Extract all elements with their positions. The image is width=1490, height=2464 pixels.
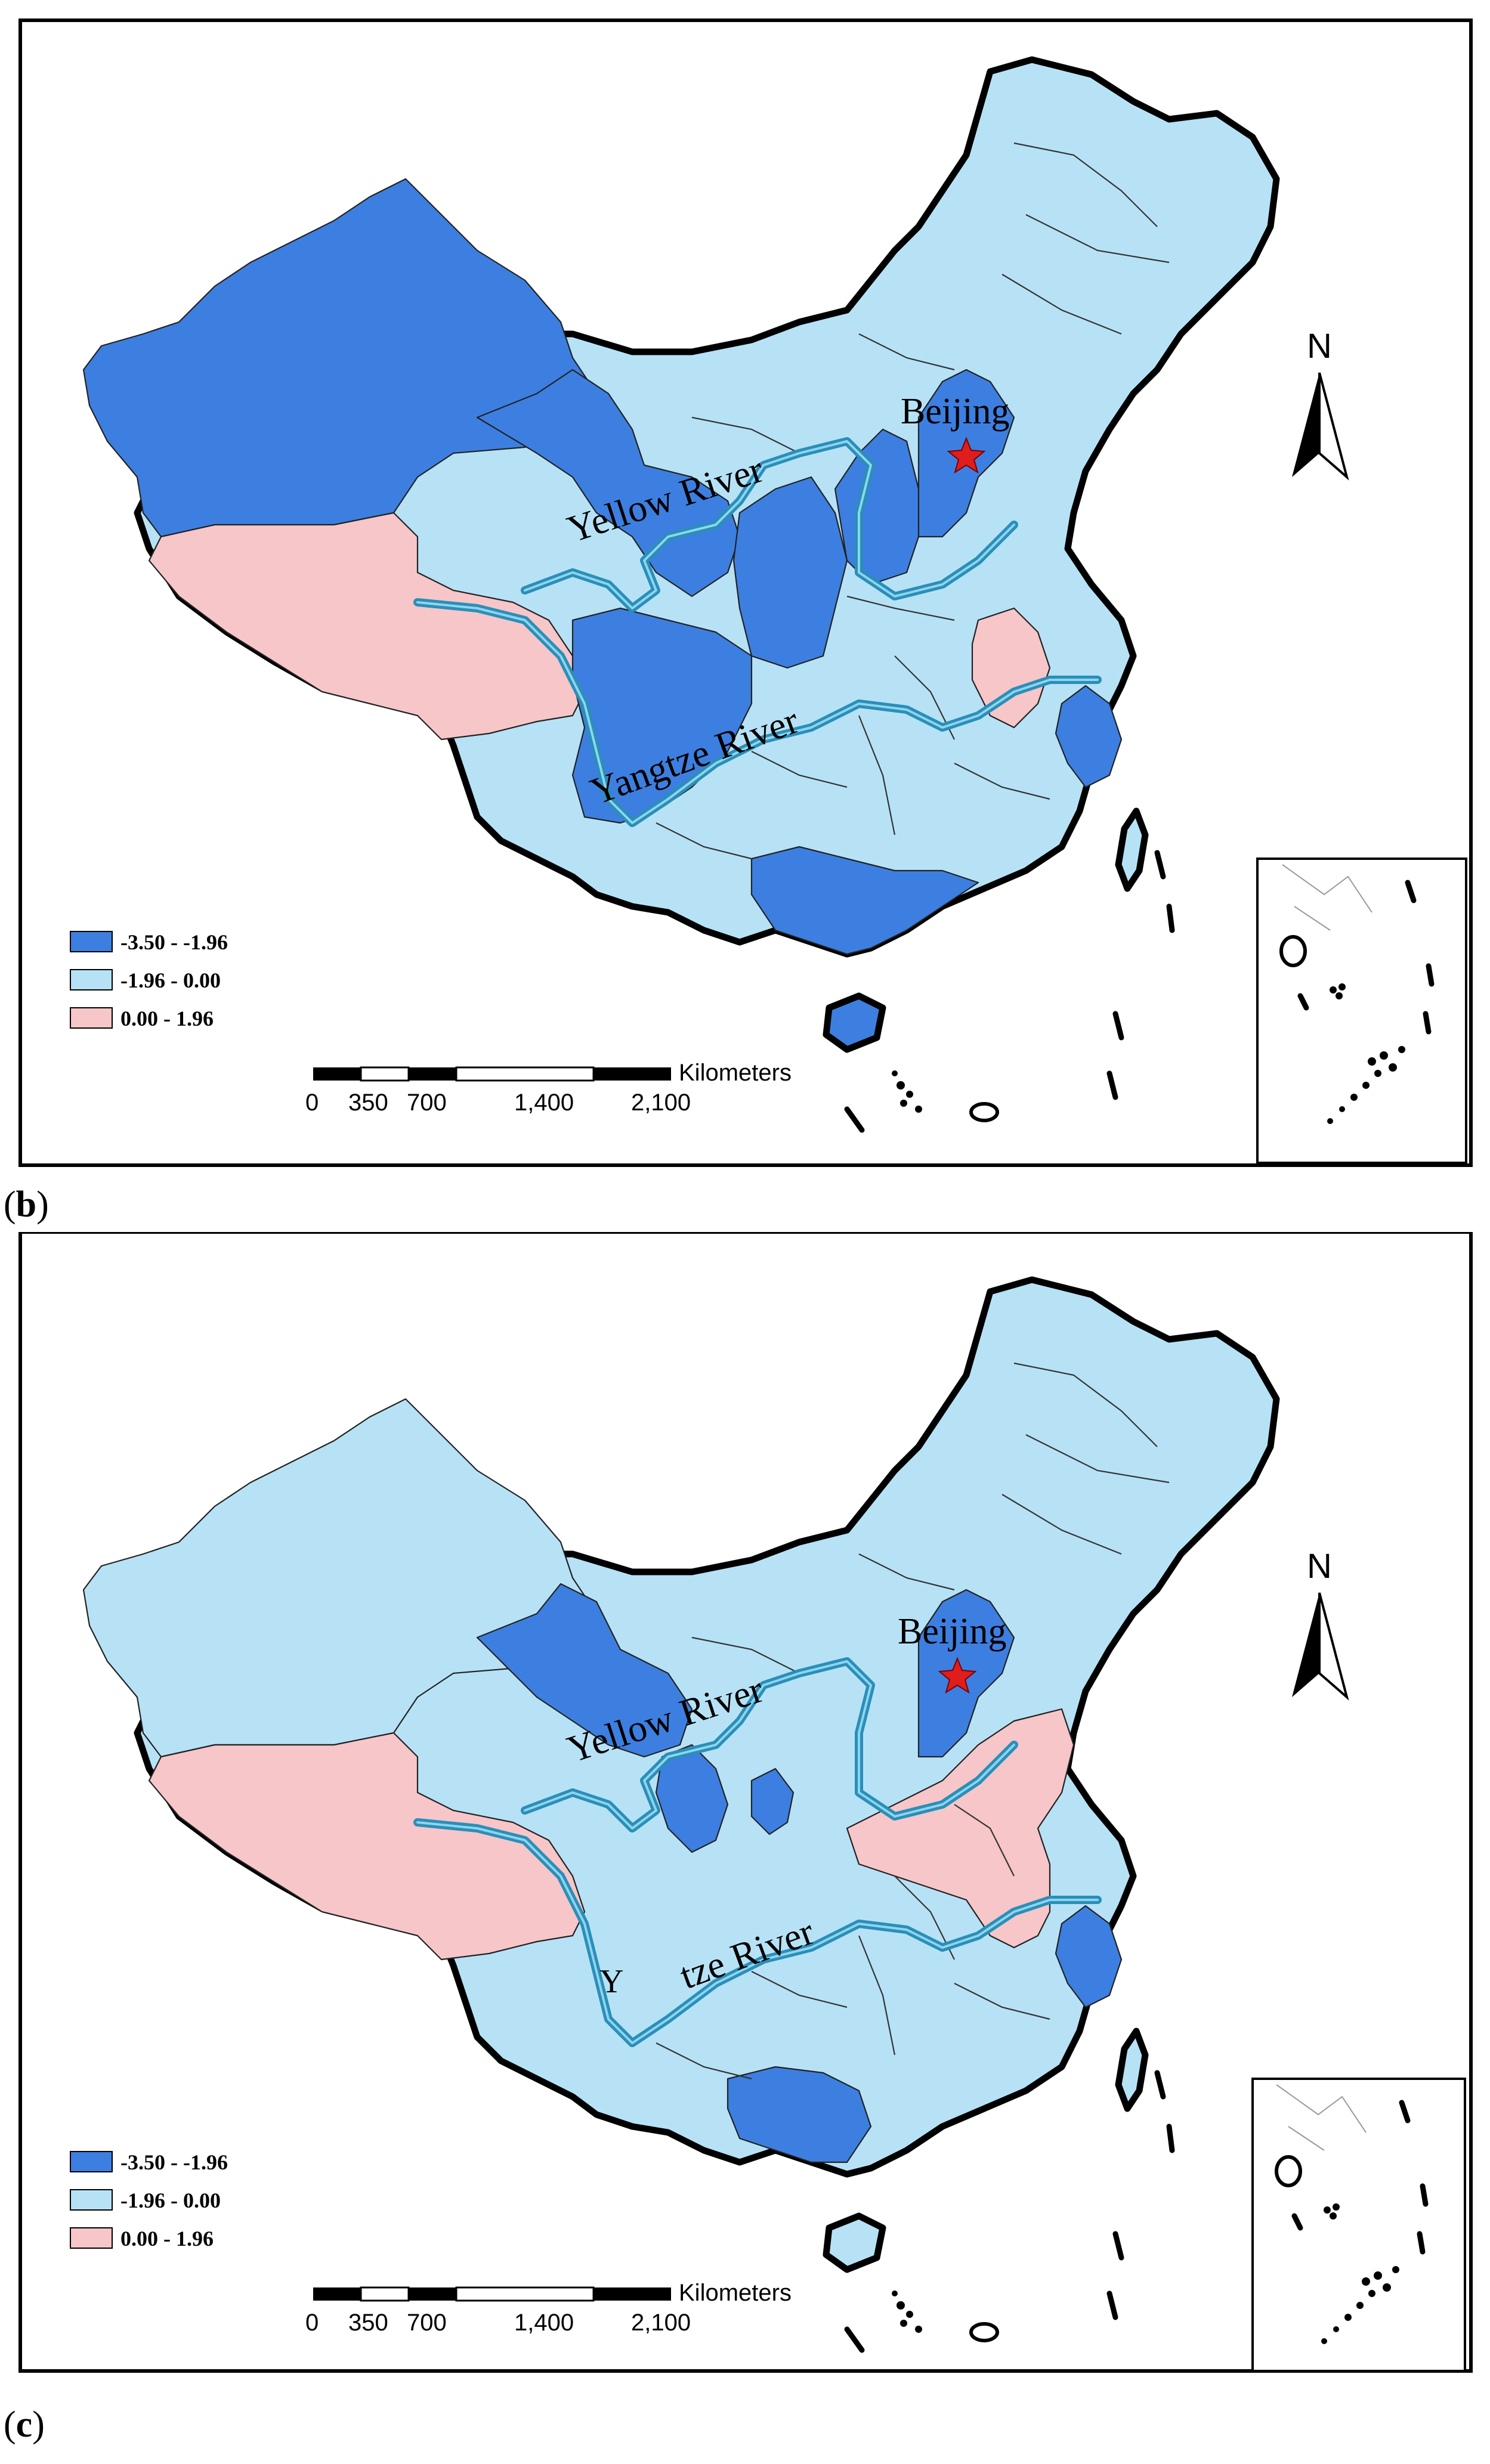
north-label: N bbox=[1307, 327, 1332, 366]
scale-unit: Kilometers bbox=[679, 2280, 792, 2306]
legend-label-1: -1.96 - 0.00 bbox=[120, 2188, 221, 2212]
city-label: Beijing bbox=[901, 391, 1010, 432]
region-gansu bbox=[476, 1583, 693, 1758]
scale-tick-0: 0 bbox=[305, 2310, 319, 2336]
inset-islands bbox=[1321, 2203, 1399, 2344]
region-zhejiang bbox=[1055, 685, 1123, 788]
province-borders bbox=[656, 142, 1170, 860]
north-arrow-icon bbox=[1292, 373, 1319, 477]
island-hainan bbox=[823, 992, 886, 1053]
legend-label-2: 0.00 - 1.96 bbox=[120, 1007, 214, 1030]
scale-unit: Kilometers bbox=[679, 1060, 792, 1086]
legend-label-0: -3.50 - -1.96 bbox=[120, 2150, 228, 2174]
legend-label-2: 0.00 - 1.96 bbox=[120, 2227, 214, 2251]
beijing-star-icon bbox=[947, 437, 986, 474]
region-anhui bbox=[971, 607, 1051, 729]
region-tibet bbox=[148, 1732, 586, 1961]
scale-tick-2: 700 bbox=[407, 2310, 447, 2336]
island-hainan bbox=[823, 2212, 886, 2273]
north-label: N bbox=[1307, 1547, 1332, 1586]
map-panel-c: Beijing Yellow River tze River Y N -3.50… bbox=[0, 1232, 1490, 2464]
panel-caption: (b) bbox=[4, 1184, 49, 1225]
map-b-svg: Beijing Yellow River Yangtze River N -3.… bbox=[4, 18, 1473, 1225]
legend-label-1: -1.96 - 0.00 bbox=[120, 968, 221, 992]
scale-tick-3: 1,400 bbox=[514, 2310, 574, 2336]
beijing-star-icon bbox=[938, 1657, 977, 1694]
region-shaanxi bbox=[750, 1767, 795, 1835]
scale-tick-3: 1,400 bbox=[514, 1089, 574, 1116]
scale-bar: Kilometers 0 350 700 1,400 2,100 bbox=[305, 2280, 792, 2336]
south-sea-islands bbox=[844, 850, 1175, 1133]
legend-swatch-0 bbox=[70, 2151, 113, 2172]
scale-tick-1: 350 bbox=[348, 1089, 388, 1116]
legend-swatch-1 bbox=[70, 2189, 113, 2211]
legend-swatch-2 bbox=[70, 2227, 113, 2249]
scale-tick-4: 2,100 bbox=[631, 2310, 691, 2336]
inset-map bbox=[1251, 2078, 1466, 2372]
legend: -3.50 - -1.96 -1.96 - 0.00 0.00 - 1.96 bbox=[70, 2150, 228, 2251]
region-shaanxi bbox=[732, 476, 848, 669]
scale-bar: Kilometers 0 350 700 1,400 2,100 bbox=[305, 1060, 792, 1116]
scale-tick-4: 2,100 bbox=[631, 1089, 691, 1116]
legend-swatch-0 bbox=[70, 931, 113, 952]
region-zhejiang bbox=[1055, 1905, 1123, 2008]
map-c-svg: Beijing Yellow River tze River Y N -3.50… bbox=[4, 1232, 1473, 2445]
yangtze-fragment-label: Y bbox=[599, 1963, 623, 2000]
scale-tick-2: 700 bbox=[407, 1089, 447, 1116]
inset-islands bbox=[1327, 983, 1405, 1124]
region-shandong-henan-anhui bbox=[846, 1708, 1075, 1949]
scale-tick-1: 350 bbox=[348, 2310, 388, 2336]
south-sea-islands bbox=[844, 2070, 1175, 2353]
region-guangxi bbox=[727, 2066, 872, 2163]
province-borders bbox=[656, 1362, 1170, 2080]
scale-tick-0: 0 bbox=[305, 1089, 319, 1116]
legend-label-0: -3.50 - -1.96 bbox=[120, 930, 228, 954]
legend-swatch-2 bbox=[70, 1007, 113, 1029]
inset-map bbox=[1256, 858, 1467, 1164]
island-taiwan bbox=[1115, 2027, 1149, 2112]
north-arrow-icon bbox=[1292, 1593, 1319, 1697]
panel-caption: (c) bbox=[4, 2404, 45, 2445]
island-taiwan bbox=[1115, 807, 1149, 892]
region-guangdong bbox=[750, 846, 979, 955]
map-panel-b: Beijing Yellow River Yangtze River N -3.… bbox=[4, 18, 1473, 1225]
city-label: Beijing bbox=[898, 1611, 1007, 1652]
legend: -3.50 - -1.96 -1.96 - 0.00 0.00 - 1.96 bbox=[70, 930, 228, 1030]
legend-swatch-1 bbox=[70, 969, 113, 990]
